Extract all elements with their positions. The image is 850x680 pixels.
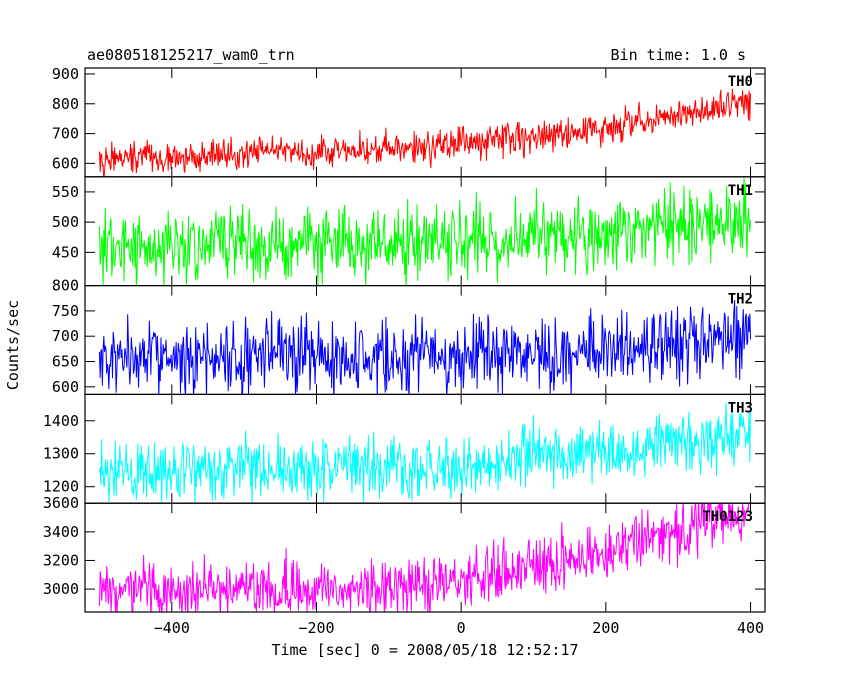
y-tick-label: 750 — [52, 302, 79, 320]
x-tick-label: 0 — [457, 619, 466, 637]
series-th1-line — [98, 177, 752, 286]
y-tick-label: 700 — [52, 327, 79, 345]
series-th0123-line — [98, 503, 750, 613]
x-axis-title: Time [sec] 0 = 2008/05/18 12:52:17 — [271, 641, 578, 659]
y-tick-label: 1400 — [43, 412, 79, 430]
y-tick-label: 600 — [52, 154, 79, 172]
y-tick-label: 3000 — [43, 580, 79, 598]
series-th3-label: TH3 — [728, 400, 753, 416]
panel-frame-th0123 — [84, 502, 766, 613]
x-tick-label: 200 — [592, 619, 619, 637]
bin-time-label: Bin time: 1.0 s — [611, 46, 746, 64]
y-tick-label: 900 — [52, 65, 79, 83]
y-tick-label: 3400 — [43, 523, 79, 541]
series-th3-line — [98, 402, 752, 504]
y-tick-label: 800 — [52, 95, 79, 113]
y-tick-label: 650 — [52, 353, 79, 371]
y-tick-label: 450 — [52, 243, 79, 261]
series-th0123-label: TH0123 — [702, 509, 753, 525]
panels: 600 700 800 900 TH0 450 500 550 TH1 600 650 700 750 8… — [43, 65, 766, 637]
x-tick-label: −200 — [298, 619, 334, 637]
y-tick-label: 3200 — [43, 551, 79, 569]
y-tick-label: 3600 — [43, 494, 79, 512]
y-tick-label: 600 — [52, 378, 79, 396]
y-tick-label: 1200 — [43, 478, 79, 496]
series-th1-label: TH1 — [728, 183, 753, 199]
y-tick-label: 500 — [52, 213, 79, 231]
y-axis-title: Counts/sec — [4, 300, 22, 390]
series-th0-line — [98, 88, 752, 177]
series-th2-label: TH2 — [728, 292, 753, 308]
series-th0-label: TH0 — [728, 74, 753, 90]
y-tick-label: 550 — [52, 183, 79, 201]
y-tick-label: 800 — [52, 277, 79, 295]
y-tick-label: 1300 — [43, 445, 79, 463]
x-tick-label: −400 — [154, 619, 190, 637]
series-th2-line — [98, 300, 752, 395]
x-tick-label: 400 — [737, 619, 764, 637]
y-tick-label: 700 — [52, 125, 79, 143]
chart-title: ae080518125217_wam0_trn — [87, 46, 295, 64]
